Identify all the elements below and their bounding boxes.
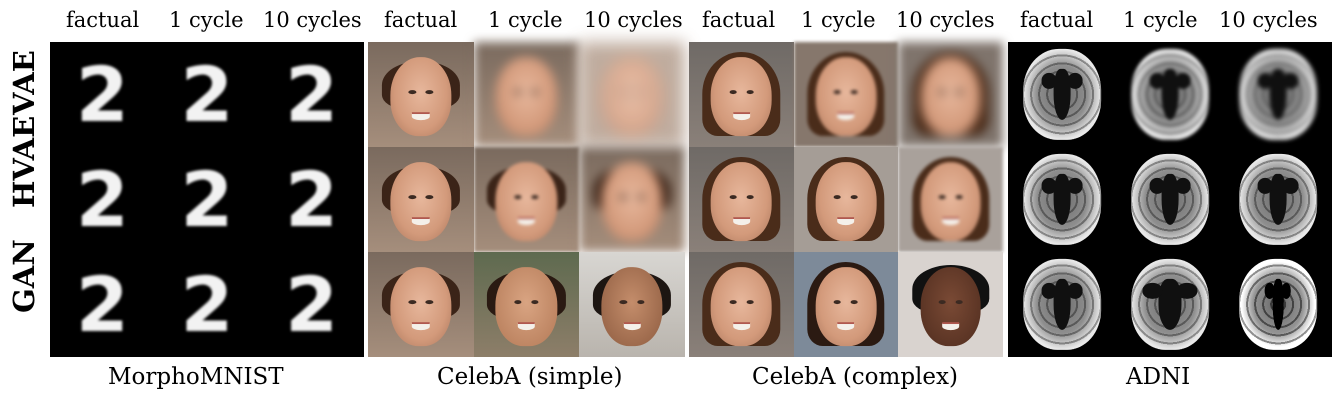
celeba-simple-gan-factual	[368, 251, 474, 357]
header-10cycles-adni: 10 cycles	[1219, 8, 1318, 32]
celeba-simple-vae-10cycles	[579, 42, 685, 147]
celeba-complex-vae-factual	[689, 42, 794, 147]
brain-mri-image	[1239, 259, 1317, 350]
header-1cycle-adni: 1 cycle	[1123, 8, 1198, 32]
celeba-complex-gan-1cycle	[793, 251, 899, 357]
brain-mri-image	[1023, 259, 1101, 350]
mnist-vae-1cycle: 2	[155, 42, 260, 147]
face-image	[920, 56, 981, 137]
mnist-gan-1cycle: 2	[155, 252, 260, 357]
mnist-hvae-10cycles: 2	[259, 147, 364, 252]
brain-mri-image	[1131, 154, 1209, 245]
celeba-complex-hvae-1cycle	[793, 146, 899, 252]
brain-mri-image	[1131, 49, 1209, 140]
face-image	[601, 161, 663, 242]
celeba-complex-hvae-10cycles	[898, 146, 1003, 252]
face-image	[601, 266, 663, 347]
header-10cycles-celeba-simple: 10 cycles	[584, 8, 683, 32]
brain-mri-image	[1239, 154, 1317, 245]
celeba-simple-gan-1cycle	[473, 251, 580, 357]
digit-two-image: 2	[75, 259, 129, 349]
adni-vae-1cycle	[1116, 42, 1224, 147]
face-image	[815, 161, 877, 242]
header-1cycle-mnist: 1 cycle	[169, 8, 244, 32]
celeba-simple-hvae-factual	[368, 146, 474, 252]
adni-gan-10cycles	[1224, 252, 1332, 357]
celeba-complex-hvae-factual	[689, 146, 794, 252]
caption-adni: ADNI	[1126, 364, 1191, 390]
header-factual-celeba-complex: factual	[702, 8, 776, 32]
adni-gan-factual	[1008, 252, 1116, 357]
caption-celeba-simple: CelebA (simple)	[437, 364, 623, 390]
header-factual-adni: factual	[1020, 8, 1094, 32]
header-10cycles-mnist: 10 cycles	[263, 8, 362, 32]
face-image	[920, 161, 981, 242]
panel-morphomnist: 2 2 2 2 2 2 2 2 2	[50, 42, 364, 357]
brain-mri-image	[1023, 154, 1101, 245]
adni-vae-10cycles	[1224, 42, 1332, 147]
panel-adni	[1008, 42, 1332, 357]
face-image	[390, 266, 452, 347]
digit-two-image: 2	[285, 49, 339, 139]
panel-celeba-complex	[689, 42, 1003, 357]
digit-two-image: 2	[285, 259, 339, 349]
face-image	[815, 266, 877, 347]
face-image	[495, 266, 558, 347]
celeba-simple-vae-factual	[368, 42, 474, 147]
celeba-simple-gan-10cycles	[579, 251, 685, 357]
face-image	[710, 161, 772, 242]
face-image	[390, 56, 452, 137]
brain-mri-image	[1131, 259, 1209, 350]
digit-two-image: 2	[285, 154, 339, 244]
face-image	[495, 161, 558, 242]
header-10cycles-celeba-complex: 10 cycles	[896, 8, 995, 32]
mnist-hvae-factual: 2	[50, 147, 155, 252]
header-1cycle-celeba-complex: 1 cycle	[801, 8, 876, 32]
digit-two-image: 2	[75, 154, 129, 244]
mnist-vae-10cycles: 2	[259, 42, 364, 147]
adni-hvae-10cycles	[1224, 147, 1332, 252]
caption-celeba-complex: CelebA (complex)	[752, 364, 958, 390]
brain-mri-image	[1239, 49, 1317, 140]
header-factual-celeba-simple: factual	[384, 8, 458, 32]
celeba-simple-vae-1cycle	[473, 42, 580, 147]
celeba-complex-vae-1cycle	[793, 42, 899, 147]
celeba-complex-gan-factual	[689, 251, 794, 357]
face-image	[710, 56, 772, 137]
digit-two-image: 2	[75, 49, 129, 139]
face-image	[601, 56, 663, 137]
face-image	[710, 266, 772, 347]
adni-gan-1cycle	[1116, 252, 1224, 357]
digit-two-image: 2	[180, 259, 234, 349]
mnist-vae-factual: 2	[50, 42, 155, 147]
face-image	[390, 161, 452, 242]
adni-vae-factual	[1008, 42, 1116, 147]
mnist-gan-10cycles: 2	[259, 252, 364, 357]
face-image	[495, 56, 558, 137]
adni-hvae-factual	[1008, 147, 1116, 252]
caption-morphomnist: MorphoMNIST	[108, 364, 284, 390]
panel-celeba-simple	[368, 42, 685, 357]
celeba-simple-hvae-1cycle	[473, 146, 580, 252]
mnist-hvae-1cycle: 2	[155, 147, 260, 252]
digit-two-image: 2	[180, 154, 234, 244]
mnist-gan-factual: 2	[50, 252, 155, 357]
row-label-vae: VAE	[7, 50, 41, 115]
header-factual-mnist: factual	[66, 8, 140, 32]
celeba-complex-gan-10cycles	[898, 251, 1003, 357]
adni-hvae-1cycle	[1116, 147, 1224, 252]
celeba-simple-hvae-10cycles	[579, 146, 685, 252]
row-label-hvae: HVAE	[7, 115, 41, 208]
celeba-complex-vae-10cycles	[898, 42, 1003, 147]
face-image	[815, 56, 877, 137]
digit-two-image: 2	[180, 49, 234, 139]
face-image	[920, 266, 981, 347]
brain-mri-image	[1023, 49, 1101, 140]
row-label-gan: GAN	[7, 239, 41, 313]
header-1cycle-celeba-simple: 1 cycle	[488, 8, 563, 32]
